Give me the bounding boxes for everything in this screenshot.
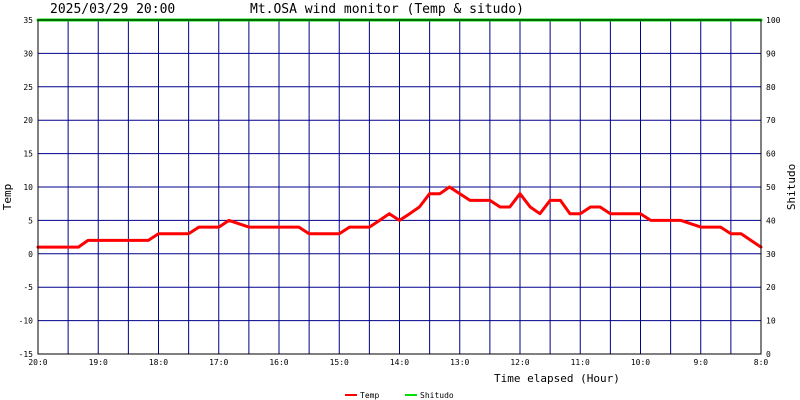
y2-tick-label: 20 (766, 283, 776, 292)
x-tick-label: 20:0 (28, 358, 47, 367)
x-tick-label: 17:0 (209, 358, 228, 367)
y2-tick-label: 0 (766, 350, 771, 359)
y-tick-label: -10 (19, 317, 34, 326)
y2-tick-label: 100 (766, 16, 781, 25)
y2-tick-label: 40 (766, 216, 776, 225)
legend-shitudo-label: Shitudo (420, 391, 454, 400)
x-tick-label: 10:0 (631, 358, 650, 367)
y2-tick-label: 70 (766, 116, 776, 125)
y-tick-label: 5 (28, 216, 33, 225)
y2-tick-label: 60 (766, 150, 776, 159)
x-tick-label: 16:0 (269, 358, 288, 367)
y-tick-label: -5 (23, 283, 33, 292)
x-tick-label: 15:0 (330, 358, 349, 367)
y2-axis-label: Shitudo (785, 164, 798, 210)
x-tick-label: 11:0 (571, 358, 590, 367)
x-tick-label: 12:0 (510, 358, 529, 367)
grid-layer (37, 19, 762, 355)
x-tick-label: 19:0 (89, 358, 108, 367)
x-tick-label: 8:0 (754, 358, 769, 367)
y2-tick-label: 90 (766, 49, 776, 58)
y-tick-label: -15 (19, 350, 34, 359)
plot-border (37, 19, 762, 355)
y2-tick-label: 80 (766, 83, 776, 92)
x-tick-label: 13:0 (450, 358, 469, 367)
y2-tick-label: 50 (766, 183, 776, 192)
y-tick-label: 25 (23, 83, 33, 92)
x-tick-label: 18:0 (149, 358, 168, 367)
chart-timestamp: 2025/03/29 20:00 (50, 2, 175, 17)
y-tick-label: 30 (23, 49, 33, 58)
y2-tick-label: 10 (766, 317, 776, 326)
chart-title: Mt.OSA wind monitor (Temp & situdo) (250, 2, 524, 17)
y-tick-label: 0 (28, 250, 33, 259)
x-tick-label: 9:0 (694, 358, 709, 367)
y-tick-label: 15 (23, 150, 33, 159)
legend-temp-label: Temp (360, 391, 379, 400)
y2-tick-label: 30 (766, 250, 776, 259)
y-axis-label: Temp (1, 184, 14, 211)
y-tick-label: 10 (23, 183, 33, 192)
y-tick-label: 20 (23, 116, 33, 125)
tick-layer: -15 -10 -5 0 5 10 15 20 25 30 35 0 10 20 30 40 50 60 70 80 9… (19, 16, 781, 367)
x-tick-label: 14:0 (390, 358, 409, 367)
x-axis-label: Time elapsed (Hour) (494, 372, 620, 385)
legend: Temp Shitudo (345, 391, 454, 400)
y-tick-label: 35 (23, 16, 33, 25)
series-line-temp (36, 185, 763, 249)
